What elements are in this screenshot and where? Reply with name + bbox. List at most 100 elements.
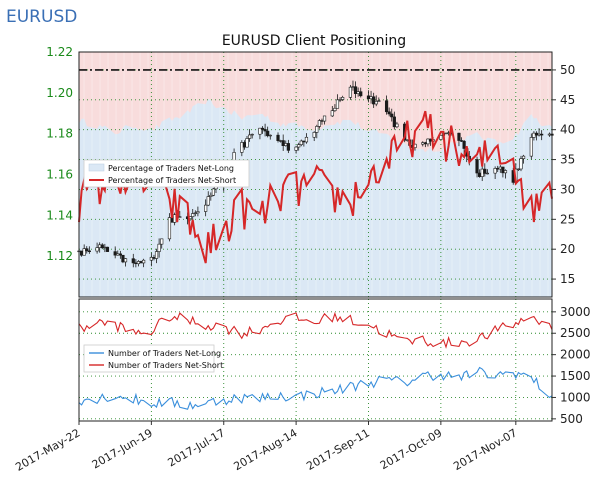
candle-body: [387, 111, 391, 115]
right-tick-label: 50: [560, 63, 575, 77]
left-tick-label: 1.20: [46, 86, 73, 100]
candle-body: [284, 143, 288, 146]
candle-body: [154, 251, 159, 259]
legend-label-net-short-count: Number of Traders Net-Short: [108, 361, 223, 370]
top-legend: Percentage of Traders Net-Long Percentage…: [83, 159, 250, 188]
candle-body: [421, 142, 425, 145]
candle-body: [312, 132, 316, 138]
candle-body: [82, 248, 86, 256]
candle-body: [149, 257, 153, 261]
candle-body: [462, 140, 466, 149]
bottom-legend: Number of Traders Net-Long Number of Trad…: [83, 344, 223, 373]
candle-body: [281, 140, 285, 146]
candle-body: [100, 244, 104, 249]
candle-body: [521, 155, 526, 159]
candle-body: [113, 251, 117, 256]
legend-label-net-long-count: Number of Traders Net-Long: [108, 349, 221, 358]
right-tick-label: 25: [560, 212, 575, 226]
left-tick-label: 1.22: [46, 45, 73, 59]
candle-body: [121, 254, 125, 263]
net-long-count-line: [78, 366, 553, 410]
candle-body: [103, 246, 107, 249]
candle-body: [348, 86, 352, 98]
candle-body: [123, 258, 128, 263]
candle-body: [170, 217, 174, 223]
top-legend-box: [83, 159, 250, 188]
candle-body: [167, 217, 172, 240]
chart-title: EURUSD Client Positioning: [222, 33, 406, 49]
candle-body: [294, 146, 298, 151]
candle-body: [377, 100, 381, 102]
candle-body: [529, 137, 533, 157]
candle-body: [374, 101, 378, 105]
candle-body: [493, 168, 497, 174]
right-tick-label: 45: [560, 93, 575, 107]
net-long-area: [79, 98, 552, 298]
candle-body: [534, 132, 539, 136]
candle-body: [330, 110, 334, 117]
candle-body: [315, 126, 319, 133]
candle-body: [240, 142, 244, 153]
right-tick-label-bottom: 2500: [560, 326, 591, 340]
candle-body: [131, 258, 135, 264]
candle-body: [333, 107, 337, 112]
candle-body: [157, 243, 161, 252]
legend-swatch-net-long-percent: [88, 163, 105, 172]
candle-body: [279, 140, 283, 142]
legend-label-net-long-percent: Percentage of Traders Net-Long: [108, 164, 234, 173]
candle-body: [196, 211, 200, 214]
candle-body: [395, 123, 399, 128]
candle-body: [266, 130, 270, 137]
x-tick-label: 2017-Nov-07: [451, 426, 519, 473]
candle-body: [369, 96, 373, 100]
candle-body: [532, 132, 536, 138]
candle-body: [351, 86, 355, 88]
right-tick-label-bottom: 1000: [560, 390, 591, 404]
candle-body: [338, 99, 342, 101]
candle-body: [98, 244, 102, 248]
candle-body: [405, 139, 409, 141]
candle-body: [258, 127, 262, 135]
candle-body: [366, 95, 371, 100]
candle-body: [353, 86, 358, 94]
bottom-panel-frame: [78, 298, 553, 422]
candle-body: [178, 216, 182, 218]
candle-body: [297, 144, 301, 148]
left-tick-label: 1.16: [46, 168, 73, 182]
candle-body: [498, 166, 502, 170]
candle-body: [503, 170, 508, 174]
legend-label-net-short-percent: Percentage of Traders Net-Short: [108, 176, 236, 185]
symbol-title: EURUSD: [6, 7, 77, 27]
candle-body: [299, 140, 303, 145]
candle-body: [540, 133, 544, 136]
candle-body: [250, 133, 254, 136]
candle-body: [457, 132, 461, 141]
candle-body: [105, 246, 110, 252]
bottom-legend-box: [83, 344, 215, 373]
candle-body: [209, 194, 213, 197]
candle-body: [485, 172, 489, 175]
candle-body: [317, 120, 321, 127]
x-tick-label: 2017-Jun-19: [90, 426, 155, 471]
right-tick-label: 15: [560, 272, 575, 286]
candle-body: [392, 116, 396, 128]
candle-body: [245, 138, 249, 148]
right-tick-label-bottom: 1500: [560, 369, 591, 383]
candle-body: [276, 134, 280, 141]
candle-body: [260, 127, 265, 130]
candle-body: [426, 138, 430, 145]
right-tick-label-bottom: 2000: [560, 348, 591, 362]
candle-body: [95, 247, 99, 252]
candle-body: [211, 188, 216, 196]
candle-body: [475, 159, 479, 174]
candle-body: [480, 168, 484, 177]
right-tick-label: 35: [560, 153, 575, 167]
candle-body: [206, 196, 210, 206]
left-tick-label: 1.18: [46, 127, 73, 141]
candle-body: [444, 132, 448, 135]
candle-body: [516, 168, 520, 171]
candle-body: [341, 97, 345, 100]
x-tick-label: 2017-Sep-11: [304, 426, 372, 473]
candle-body: [116, 253, 120, 256]
net-short-count-line: [78, 311, 553, 349]
